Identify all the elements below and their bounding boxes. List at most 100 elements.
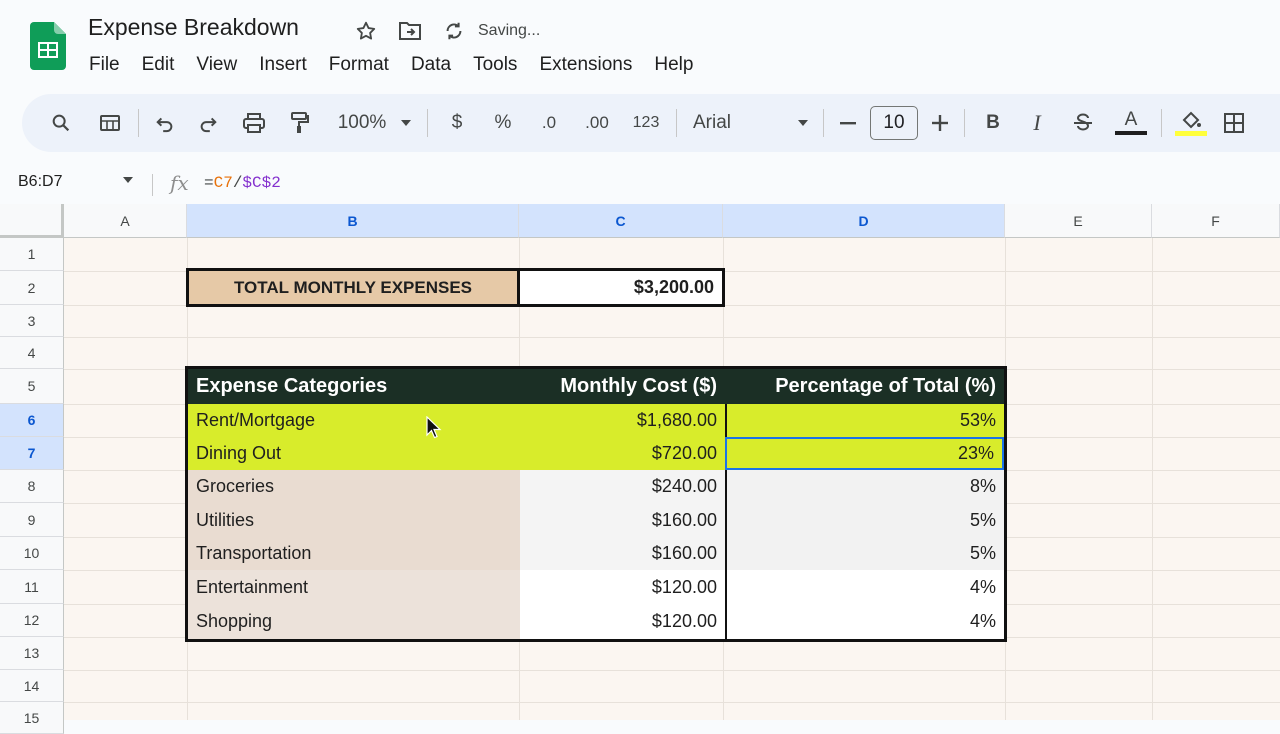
row-header-14[interactable]: 14: [0, 670, 64, 702]
row-header-1[interactable]: 1: [0, 238, 64, 271]
column-header-e[interactable]: E: [1005, 204, 1152, 238]
header-monthly-cost[interactable]: Monthly Cost ($): [520, 369, 725, 404]
table-cell-percent[interactable]: 5%: [725, 503, 1004, 537]
gridline: [64, 337, 1280, 338]
italic-button[interactable]: I: [1033, 110, 1041, 135]
column-header-b[interactable]: B: [187, 204, 519, 238]
decrease-decimal-button[interactable]: .0: [541, 113, 557, 132]
paint-format-icon[interactable]: [277, 103, 323, 143]
menu-help[interactable]: Help: [654, 54, 694, 75]
gridline: [64, 670, 1280, 671]
print-icon[interactable]: [231, 103, 277, 143]
document-title[interactable]: Expense Breakdown: [88, 14, 299, 40]
menu-edit[interactable]: Edit: [141, 54, 175, 75]
text-color-button[interactable]: A: [1107, 103, 1155, 143]
gridline: [64, 702, 1280, 703]
formula-bar-divider: [152, 174, 153, 196]
formula-input[interactable]: =C7/$C$2: [204, 174, 281, 192]
table-cell-percent[interactable]: 4%: [725, 570, 1004, 604]
table-cell-cost[interactable]: $240.00: [520, 470, 725, 503]
increase-decimal-button[interactable]: .00: [585, 113, 609, 132]
row-header-15[interactable]: 15: [0, 702, 64, 734]
row-header-9[interactable]: 9: [0, 503, 64, 537]
table-cell-category[interactable]: Utilities: [188, 503, 520, 537]
row-header-11[interactable]: 11: [0, 570, 64, 604]
column-header-d[interactable]: D: [723, 204, 1005, 238]
table-cell-cost[interactable]: $160.00: [520, 503, 725, 537]
redo-icon[interactable]: [185, 103, 231, 143]
table-cell-percent[interactable]: 53%: [725, 404, 1004, 437]
header-expense-categories[interactable]: Expense Categories: [188, 369, 520, 404]
row-header-10[interactable]: 10: [0, 537, 64, 570]
tables-icon[interactable]: [88, 103, 132, 143]
total-expenses-label[interactable]: TOTAL MONTHLY EXPENSES: [186, 268, 520, 307]
table-cell-percent[interactable]: 5%: [725, 537, 1004, 570]
undo-icon[interactable]: [145, 103, 185, 143]
row-header-2[interactable]: 2: [0, 271, 64, 305]
table-cell-cost[interactable]: $160.00: [520, 537, 725, 570]
sheet-grid[interactable]: A B C D E F 1 2 3 4 5 6 7 8 9 10 11 12 1…: [0, 204, 1280, 734]
row-header-4[interactable]: 4: [0, 337, 64, 369]
toolbar-divider: [676, 109, 677, 137]
column-header-f[interactable]: F: [1152, 204, 1280, 238]
table-cell-category[interactable]: Shopping: [188, 604, 520, 639]
font-family-select[interactable]: Arial: [693, 112, 732, 133]
strikethrough-icon[interactable]: [1059, 103, 1107, 143]
borders-icon[interactable]: [1214, 103, 1254, 143]
column-header-c[interactable]: C: [519, 204, 723, 238]
zoom-dropdown-icon[interactable]: [391, 103, 421, 143]
row-header-3[interactable]: 3: [0, 305, 64, 337]
menu-data[interactable]: Data: [410, 54, 452, 75]
font-size-input[interactable]: 10: [870, 106, 918, 140]
header-percentage[interactable]: Percentage of Total (%): [725, 369, 1004, 404]
fill-color-icon[interactable]: [1168, 103, 1214, 143]
move-folder-icon[interactable]: [396, 18, 424, 44]
font-dropdown-icon[interactable]: [789, 103, 817, 143]
text-color-swatch: [1115, 131, 1147, 135]
table-cell-category[interactable]: Groceries: [188, 470, 520, 503]
bold-button[interactable]: B: [986, 112, 1000, 133]
row-header-8[interactable]: 8: [0, 470, 64, 503]
row-header-6[interactable]: 6: [0, 404, 64, 437]
menu-file[interactable]: File: [89, 54, 120, 75]
star-icon[interactable]: [352, 18, 380, 44]
fill-color-swatch: [1175, 130, 1207, 136]
select-all-corner[interactable]: [0, 204, 64, 238]
toolbar-divider: [138, 109, 139, 137]
sheets-logo-icon[interactable]: [30, 22, 66, 70]
table-cell-percent[interactable]: 4%: [725, 604, 1004, 639]
percent-format-button[interactable]: %: [494, 112, 512, 133]
table-cell-cost[interactable]: $120.00: [520, 570, 725, 604]
menu-tools[interactable]: Tools: [473, 54, 518, 75]
number-format-button[interactable]: 123: [632, 114, 660, 131]
name-box[interactable]: B6:D7: [18, 173, 63, 190]
column-header-a[interactable]: A: [64, 204, 187, 238]
row-header-13[interactable]: 13: [0, 637, 64, 670]
saving-status: Saving...: [478, 22, 541, 39]
increase-font-size-icon[interactable]: [922, 103, 958, 143]
menu-extensions[interactable]: Extensions: [539, 54, 633, 75]
toolbar-divider: [1161, 109, 1162, 137]
total-expenses-value[interactable]: $3,200.00: [517, 268, 725, 307]
decrease-font-size-icon[interactable]: [830, 103, 866, 143]
menu-insert[interactable]: Insert: [259, 54, 307, 75]
row-header-12[interactable]: 12: [0, 604, 64, 637]
name-box-dropdown-icon[interactable]: [122, 176, 134, 184]
table-cell-cost[interactable]: $120.00: [520, 604, 725, 639]
row-header-7[interactable]: 7: [0, 437, 64, 470]
table-cell-category[interactable]: Entertainment: [188, 570, 520, 604]
table-cell-cost[interactable]: $720.00: [520, 437, 725, 470]
table-cell-percent-active[interactable]: 23%: [725, 437, 1004, 470]
zoom-value[interactable]: 100%: [337, 112, 387, 133]
table-cell-category[interactable]: Rent/Mortgage: [188, 404, 520, 437]
currency-format-button[interactable]: $: [451, 112, 463, 133]
menu-view[interactable]: View: [196, 54, 238, 75]
table-cell-category[interactable]: Transportation: [188, 537, 520, 570]
table-cell-percent[interactable]: 8%: [725, 470, 1004, 503]
formula-operator: /: [232, 174, 243, 192]
row-header-5[interactable]: 5: [0, 369, 64, 404]
menu-format[interactable]: Format: [328, 54, 389, 75]
table-cell-category[interactable]: Dining Out: [188, 437, 520, 470]
table-cell-cost[interactable]: $1,680.00: [520, 404, 725, 437]
search-menus-icon[interactable]: [46, 103, 76, 143]
